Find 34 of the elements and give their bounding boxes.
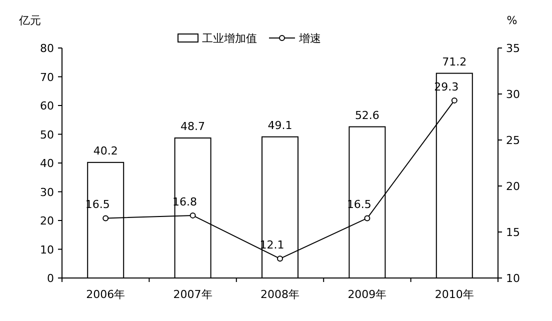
- x-tick-label: 2010年: [434, 288, 474, 301]
- y-tick-label: 40: [40, 157, 54, 170]
- x-tick-label: 2009年: [348, 288, 387, 301]
- x-tick-label: 2006年: [86, 288, 126, 301]
- y-tick-label: 50: [40, 128, 54, 142]
- data-label: 52.6: [354, 108, 380, 122]
- y-tick-label: 20: [40, 214, 54, 228]
- y-tick-label: 70: [40, 70, 54, 84]
- x-tick-label: 2008年: [260, 288, 300, 301]
- y2-axis-title: %: [506, 14, 518, 27]
- y2-tick-label: 35: [506, 42, 520, 55]
- y2-tick-label: 15: [506, 226, 520, 239]
- legend-label: 工业增加值: [202, 32, 257, 45]
- data-label: 71.2: [442, 55, 467, 68]
- data-label: 49.1: [268, 118, 292, 132]
- legend-label: 增速: [298, 32, 321, 45]
- y-tick-label: 10: [40, 243, 54, 256]
- y2-tick-label: 25: [506, 134, 520, 147]
- y2-tick-label: 10: [506, 272, 520, 285]
- x-tick-label: 2007年: [173, 288, 212, 301]
- y-tick-label: 30: [40, 186, 54, 199]
- point: [190, 212, 196, 218]
- y-tick-label: 60: [40, 100, 54, 112]
- point: [364, 215, 370, 222]
- point: [451, 97, 458, 104]
- data-label: 40.2: [93, 144, 118, 158]
- data-label: 48.7: [180, 120, 206, 133]
- point: [277, 256, 283, 262]
- y2-tick-label: 20: [506, 180, 520, 193]
- y-tick-label: 80: [40, 42, 54, 55]
- y-axis-title: 亿元: [18, 14, 41, 27]
- y-tick-label: 0: [47, 272, 54, 285]
- y2-tick-label: 30: [506, 88, 520, 101]
- point: [102, 215, 109, 222]
